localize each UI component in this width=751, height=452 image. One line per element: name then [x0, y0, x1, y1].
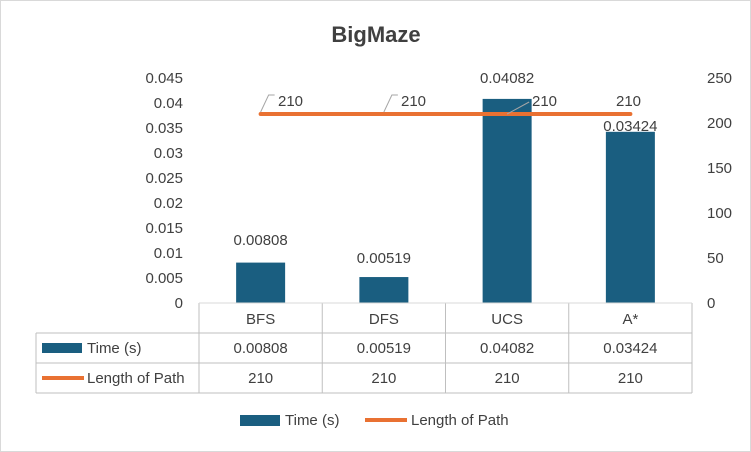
- bar-ucs: [482, 98, 532, 304]
- table-cell: 0.03424: [603, 340, 657, 357]
- legend: Time (s) Length of Path: [240, 412, 509, 429]
- right-tick-label: 0: [707, 295, 715, 312]
- bars: [236, 98, 655, 304]
- left-axis: 0 0.005 0.01 0.015 0.02 0.025 0.03 0.035 0.04 0.0…: [145, 70, 183, 312]
- table-cell: 210: [618, 370, 643, 387]
- data-labels: 0.00808 0.00519 0.04082 0.03424 210 210 210 210: [234, 70, 658, 267]
- left-tick-label: 0.045: [145, 70, 183, 87]
- left-tick-label: 0.025: [145, 170, 183, 187]
- line-data-label: 210: [401, 93, 426, 110]
- table-cell: 210: [371, 370, 396, 387]
- right-tick-label: 100: [707, 205, 732, 222]
- legend-label-time: Time (s): [285, 412, 339, 429]
- left-tick-label: 0.01: [154, 245, 183, 262]
- leader-line: [383, 94, 398, 113]
- right-axis: 0 50 100 150 200 250: [707, 70, 732, 312]
- legend-label-path: Length of Path: [411, 412, 509, 429]
- chart-title: BigMaze: [331, 22, 420, 47]
- line-data-label: 210: [532, 93, 557, 110]
- legend-key-time: [240, 415, 280, 426]
- category-label: BFS: [246, 311, 275, 328]
- table-cell: 0.04082: [480, 340, 534, 357]
- right-tick-label: 150: [707, 160, 732, 177]
- left-tick-label: 0: [175, 295, 183, 312]
- right-tick-label: 250: [707, 70, 732, 87]
- right-tick-label: 50: [707, 250, 724, 267]
- data-table: BFS DFS UCS A* Time (s) 0.00808 0.00519 0.04082…: [35, 302, 693, 394]
- left-tick-label: 0.04: [154, 95, 183, 112]
- bar-dfs: [359, 277, 409, 303]
- bar-astar: [605, 131, 655, 303]
- table-cell: 0.00808: [234, 340, 288, 357]
- category-label: UCS: [491, 311, 523, 328]
- left-tick-label: 0.02: [154, 195, 183, 212]
- bar-bfs: [236, 262, 286, 303]
- leader-line: [260, 94, 275, 113]
- table-cell: 210: [495, 370, 520, 387]
- line-data-label: 210: [616, 93, 641, 110]
- leader-line: [506, 101, 530, 115]
- left-tick-label: 0.035: [145, 120, 183, 137]
- category-label: DFS: [369, 311, 399, 328]
- bar-data-label: 0.00519: [357, 250, 411, 267]
- bar-data-label: 0.00808: [234, 232, 288, 249]
- bar-data-label: 0.03424: [603, 118, 657, 135]
- left-tick-label: 0.03: [154, 145, 183, 162]
- left-tick-label: 0.005: [145, 270, 183, 287]
- table-row-header: Time (s): [87, 340, 141, 357]
- category-label: A*: [622, 311, 638, 328]
- table-cell: 210: [248, 370, 273, 387]
- right-tick-label: 200: [707, 115, 732, 132]
- table-key-bar: [42, 343, 82, 353]
- left-tick-label: 0.015: [145, 220, 183, 237]
- table-row-header: Length of Path: [87, 370, 185, 387]
- line-data-label: 210: [278, 93, 303, 110]
- table-cell: 0.00519: [357, 340, 411, 357]
- bar-data-label: 0.04082: [480, 70, 534, 87]
